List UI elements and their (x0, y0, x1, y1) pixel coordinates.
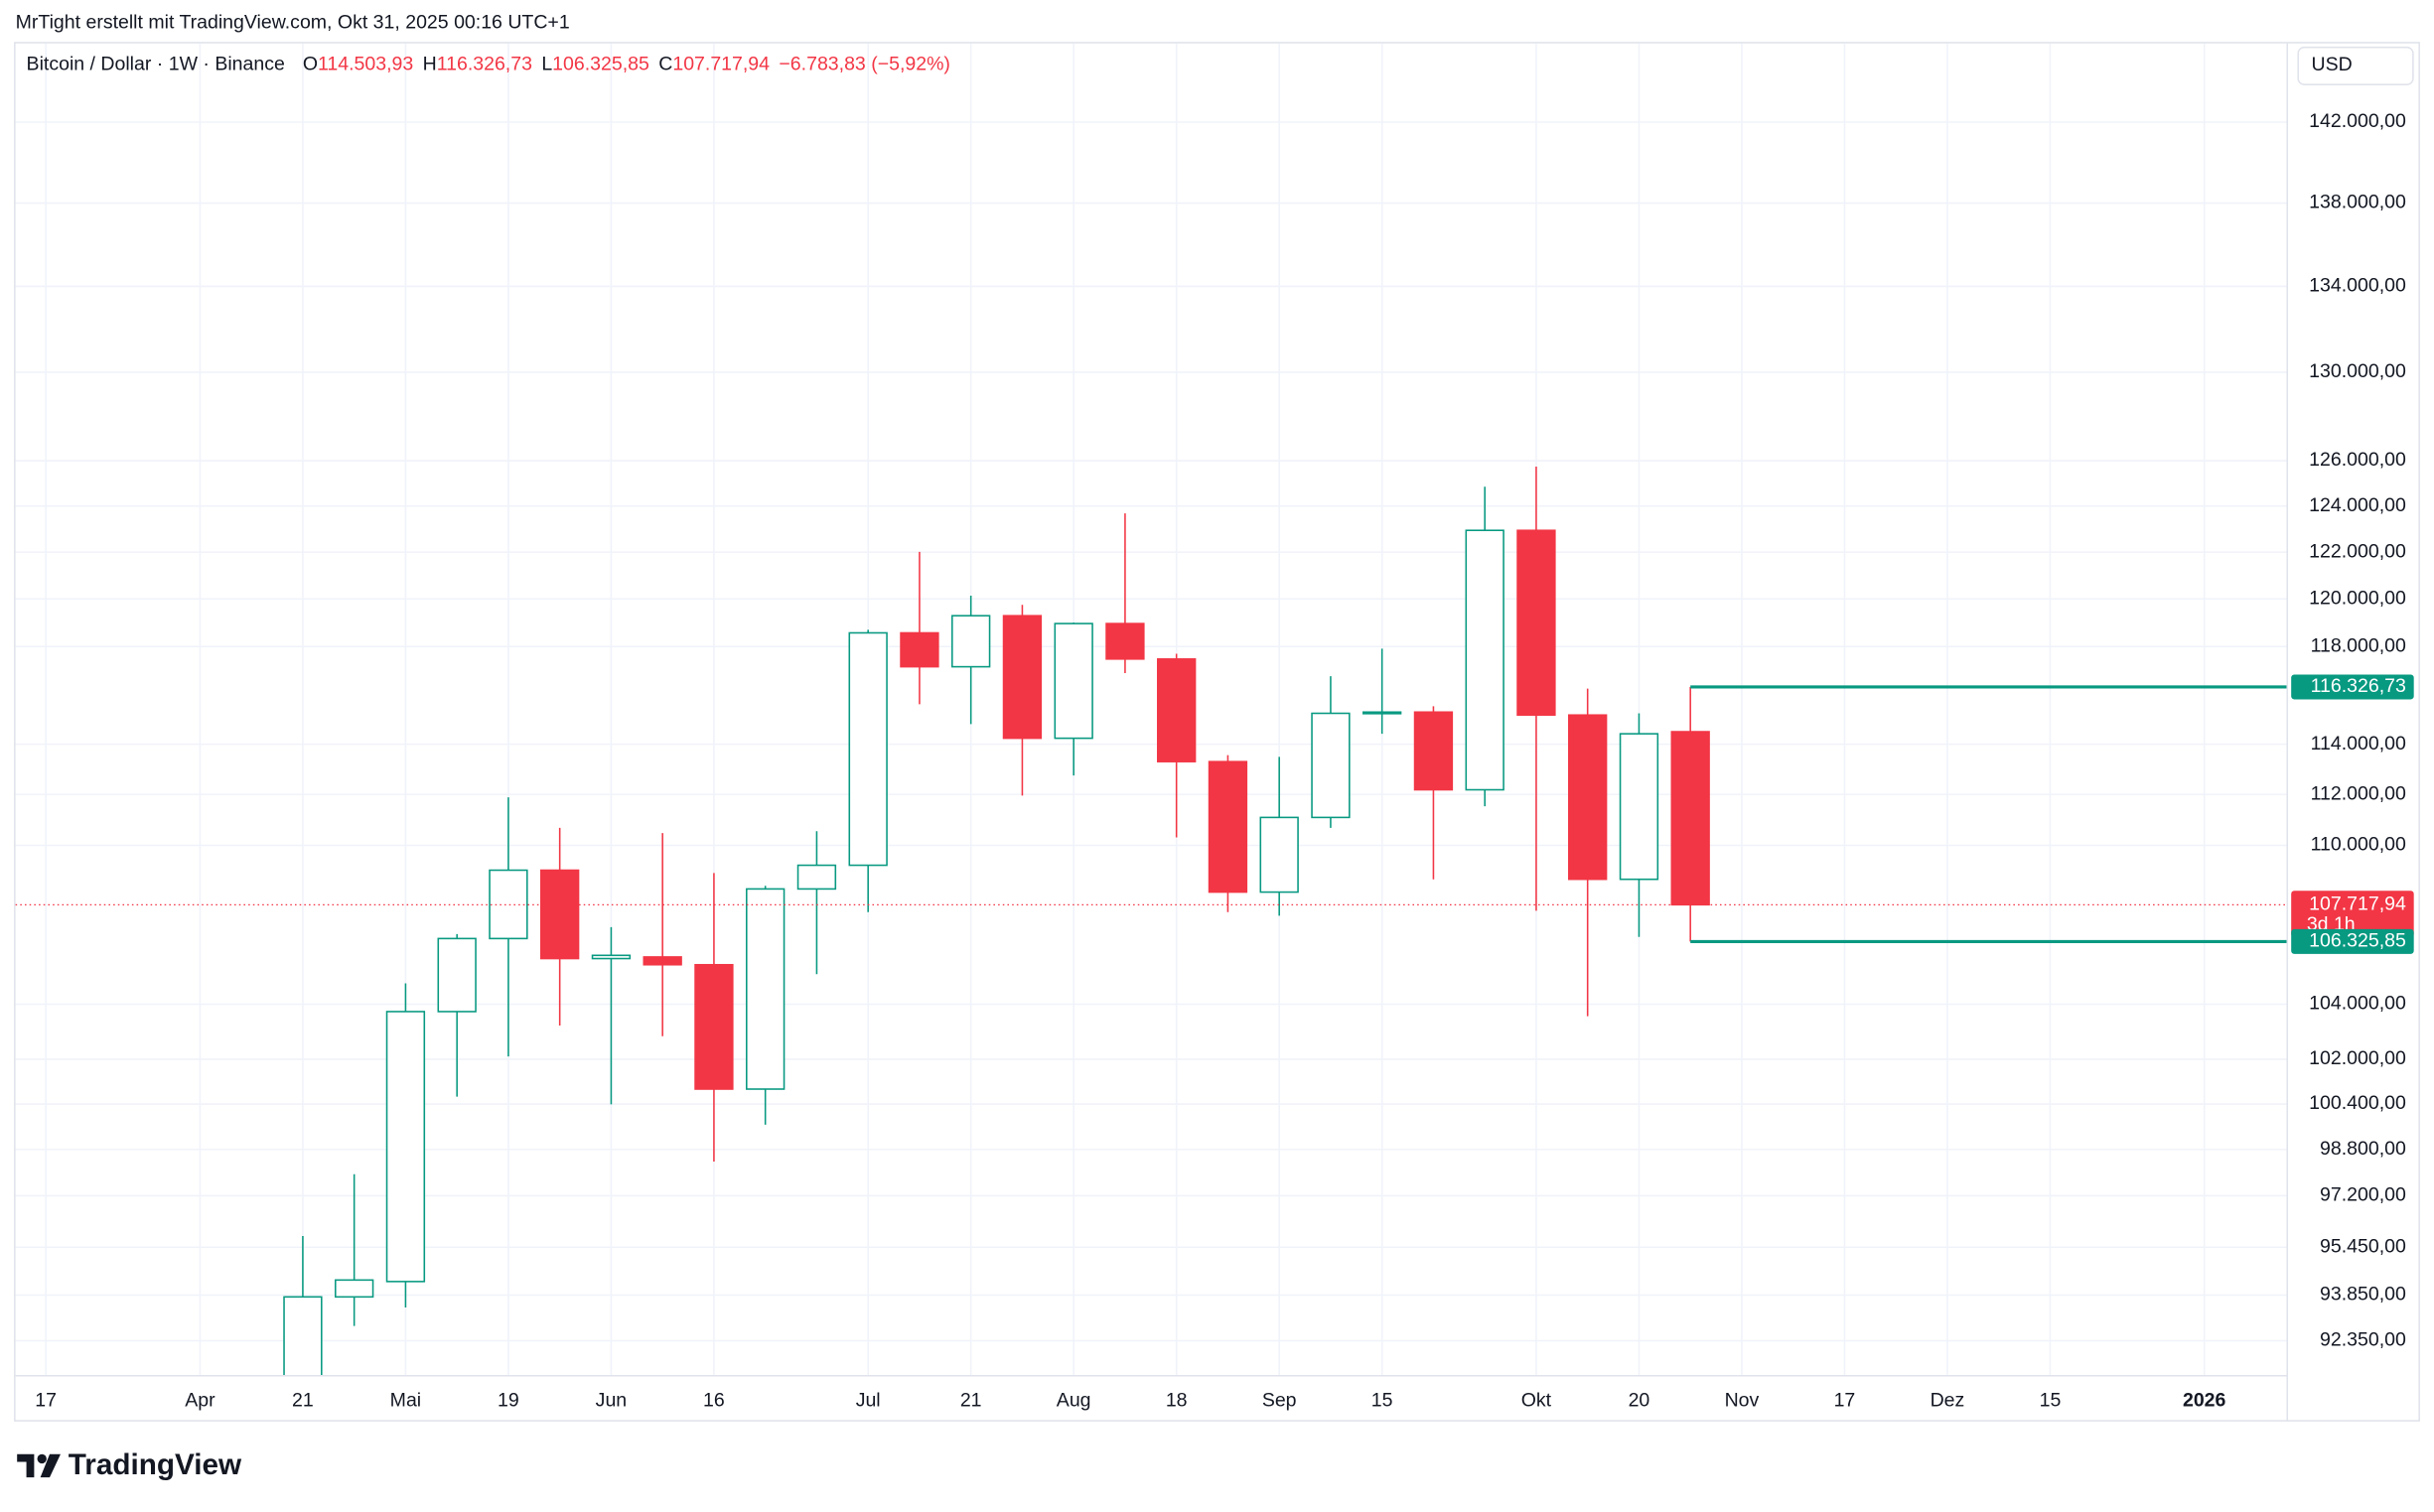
candle-body (1105, 622, 1145, 660)
y-tick-label: 97.200,00 (2320, 1184, 2406, 1206)
y-tick-label: 122.000,00 (2309, 540, 2406, 562)
chart-frame (14, 42, 2420, 1422)
candle-body (1670, 731, 1710, 906)
currency-button[interactable] (2297, 46, 2414, 85)
legend-key: L (541, 54, 552, 75)
y-tick-label: 114.000,00 (2311, 733, 2406, 755)
candle-body (1157, 658, 1197, 762)
y-tick-label: 102.000,00 (2309, 1047, 2406, 1069)
x-tick-label: 20 (1629, 1390, 1650, 1412)
candle-body (848, 631, 888, 867)
y-tick-label: 124.000,00 (2309, 494, 2406, 516)
x-tick-label: 19 (498, 1390, 519, 1412)
y-tick-label: 98.800,00 (2320, 1138, 2406, 1160)
x-tick-label: Dez (1931, 1390, 1965, 1412)
candle-body (437, 937, 477, 1013)
y-tick-label: 104.000,00 (2309, 993, 2406, 1015)
y-tick-label: 93.850,00 (2320, 1284, 2406, 1306)
legend-value: 106.325,85 (552, 54, 649, 75)
x-tick-label: Mai (390, 1390, 421, 1412)
candles (283, 466, 1710, 1375)
candle-body (1208, 760, 1248, 893)
x-tick-label: Jun (596, 1390, 627, 1412)
candle-body (489, 869, 528, 940)
candle-body (1516, 529, 1556, 717)
y-tick-label: 92.350,00 (2320, 1329, 2406, 1351)
x-tick-label: 2026 (2183, 1390, 2226, 1412)
legend-value: 116.326,73 (437, 54, 532, 75)
currency[interactable]: USD (2312, 54, 2353, 75)
candle-body (746, 888, 786, 1090)
legend-key: C (658, 54, 672, 75)
x-tick-label: 21 (292, 1390, 314, 1412)
legend-value: 114.503,93 (318, 54, 413, 75)
price-label-box (2291, 891, 2414, 938)
x-tick-label: 16 (703, 1390, 725, 1412)
candle-body (385, 1011, 426, 1283)
x-tick-label: Apr (185, 1390, 215, 1412)
candle-body (1002, 615, 1043, 740)
y-tick-label: 142.000,00 (2309, 110, 2406, 132)
candle-body (1465, 529, 1504, 791)
x-tick-label: 18 (1166, 1390, 1188, 1412)
candle-body (335, 1279, 374, 1299)
x-tick-label: 15 (2040, 1390, 2062, 1412)
grid (15, 43, 2287, 1375)
y-tick-label: 110.000,00 (2311, 834, 2406, 856)
price-label: 106.325,85 (2309, 930, 2406, 952)
price-label-box (2291, 928, 2414, 954)
candle-body (1259, 816, 1299, 893)
y-tick-label: 112.000,00 (2311, 782, 2406, 804)
candle-body (591, 954, 632, 960)
x-tick-label: Sep (1262, 1390, 1297, 1412)
candle-body (951, 615, 991, 668)
x-tick-label: Jul (856, 1390, 881, 1412)
legend-key: O (303, 54, 318, 75)
candle-body (1311, 712, 1351, 819)
x-tick-label: Nov (1725, 1390, 1760, 1412)
candle-body (796, 864, 837, 891)
candle-body (694, 963, 734, 1090)
y-tick-label: 120.000,00 (2309, 587, 2406, 609)
y-tick-label: 138.000,00 (2309, 192, 2406, 213)
candle-body (1619, 733, 1659, 881)
logo-icon (17, 1453, 61, 1478)
y-tick-label: 100.400,00 (2309, 1092, 2406, 1114)
candle-body (643, 956, 682, 966)
candle-body (1362, 711, 1402, 715)
x-tick-label: 17 (1834, 1390, 1856, 1412)
x-tick-label: Aug (1057, 1390, 1091, 1412)
attribution: MrTight erstellt mit TradingView.com, Ok… (16, 12, 570, 34)
legend-key: H (423, 54, 437, 75)
y-tick-label: 126.000,00 (2309, 449, 2406, 471)
y-tick-label: 95.450,00 (2320, 1235, 2406, 1257)
y-tick-label: 134.000,00 (2309, 275, 2406, 297)
price-label: 107.717,94 (2309, 893, 2406, 914)
legend-value: 107.717,94 (672, 54, 770, 75)
x-tick-label: 17 (35, 1390, 57, 1412)
candle-body (900, 631, 939, 668)
logo-text: TradingView (69, 1448, 242, 1481)
candle-body (1413, 711, 1454, 791)
x-tick-label: Okt (1521, 1390, 1552, 1412)
y-tick-label: 130.000,00 (2309, 360, 2406, 382)
x-tick-label: 15 (1371, 1390, 1393, 1412)
candle-body (540, 869, 580, 960)
symbol-title: Bitcoin / Dollar · 1W · Binance (27, 54, 285, 75)
candle-body (1054, 622, 1093, 740)
y-tick-label: 118.000,00 (2311, 634, 2406, 656)
x-tick-label: 21 (960, 1390, 982, 1412)
candle-body (283, 1296, 323, 1375)
price-label: 116.326,73 (2311, 675, 2406, 697)
symbol-legend: Bitcoin / Dollar · 1W · Binance O114.503… (27, 54, 950, 75)
candle-body (1568, 714, 1608, 881)
overlay: 142.000,00 138.000,00 134.000,00 130.000,00… (15, 110, 2414, 1412)
price-label-box (2291, 674, 2414, 700)
legend-change: −6.783,83 (−5,92%) (779, 54, 950, 75)
